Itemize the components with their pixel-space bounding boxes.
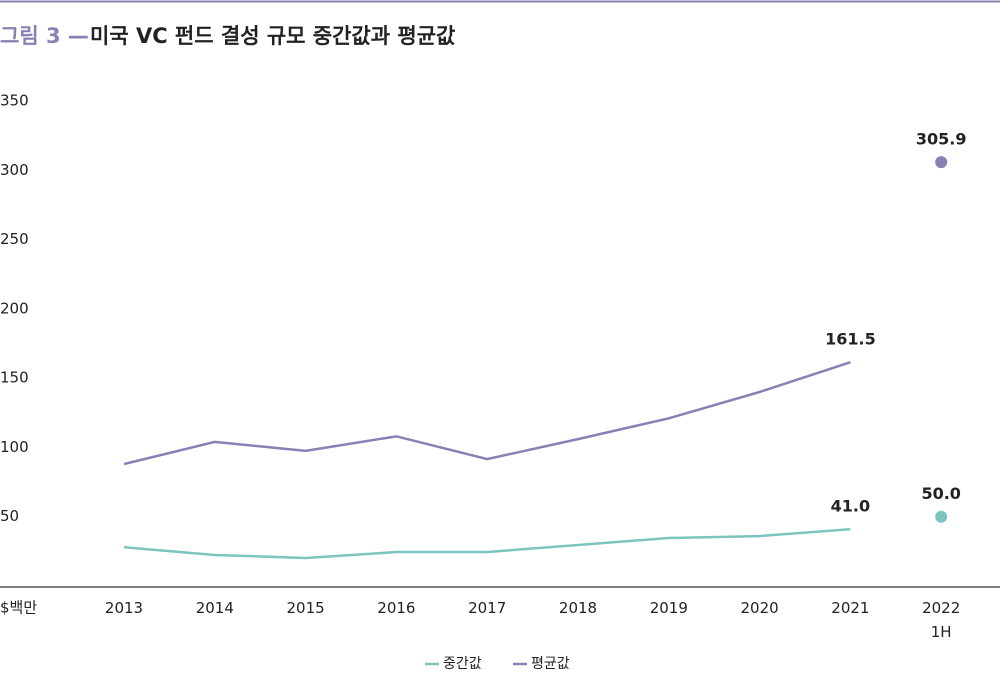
y-tick-label: 200	[0, 299, 29, 317]
series-line	[123, 361, 851, 466]
x-tick-label: 2016	[377, 599, 416, 617]
legend-label: 중간값	[443, 656, 482, 672]
title-prefix: 그림 3 —	[0, 24, 89, 48]
x-tick-label: 2022 1H	[922, 599, 961, 641]
data-label: 305.9	[916, 130, 967, 149]
chart-title: 미국 VC 펀드 결성 규모 중간값과 평균값	[90, 24, 455, 48]
legend-label: 평균값	[531, 656, 570, 672]
y-unit: $백만	[0, 599, 37, 617]
x-tick-label: 2019	[649, 599, 688, 617]
x-tick-label: 2017	[468, 599, 507, 617]
x-tick-label: 2021	[831, 599, 870, 617]
x-tick-label: 2020	[740, 599, 779, 617]
x-tick-label: 2015	[286, 599, 325, 617]
y-tick-label: 50	[0, 507, 19, 525]
y-tick-label: 350	[0, 92, 29, 110]
x-tick-label: 2018	[558, 599, 598, 617]
x-tick-label: 2013	[104, 599, 144, 617]
y-tick-label: 250	[0, 230, 29, 248]
y-tick-label: 300	[0, 161, 29, 179]
data-label: 50.0	[921, 484, 960, 503]
data-label: 41.0	[831, 497, 870, 516]
y-tick-label: 150	[0, 369, 29, 387]
series-point	[935, 510, 948, 523]
x-tick-label: 2014	[195, 599, 234, 617]
series-point	[935, 156, 948, 169]
data-label: 161.5	[825, 330, 876, 349]
series-line	[123, 527, 851, 560]
y-tick-label: 100	[0, 438, 29, 456]
